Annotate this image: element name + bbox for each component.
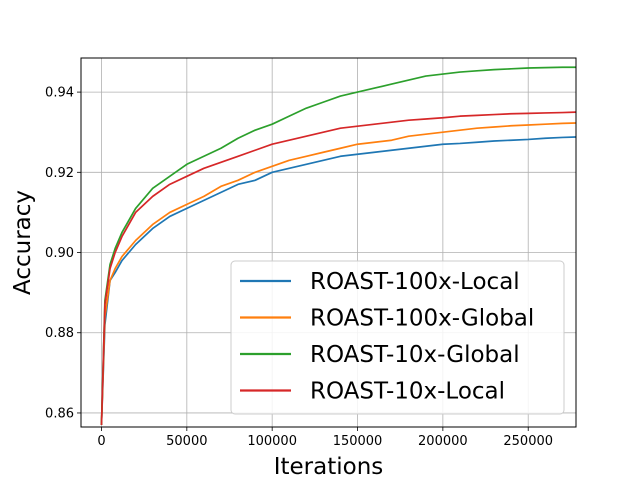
y-tick-label: 0.94 — [45, 86, 74, 101]
legend-label: ROAST-100x-Local — [310, 269, 520, 295]
x-tick-label: 100000 — [247, 434, 297, 449]
legend: ROAST-100x-Local ROAST-100x-Global ROAST-1… — [230, 260, 565, 415]
series-line-roast-100x-local — [100, 136, 576, 426]
x-tick-label: 150000 — [333, 434, 383, 449]
y-tick-label: 0.92 — [45, 166, 74, 181]
series-line-roast-10x-local — [100, 111, 576, 426]
x-tick-label: 0 — [97, 434, 105, 449]
y-axis-ticks: 0.86 0.88 0.90 0.92 0.94 — [45, 86, 81, 421]
y-tick-label: 0.88 — [45, 326, 74, 341]
legend-label: ROAST-10x-Local — [310, 379, 505, 405]
y-tick-label: 0.86 — [45, 406, 74, 421]
plot-area-frame — [80, 57, 577, 428]
x-tick-label: 250000 — [503, 434, 553, 449]
legend-label: ROAST-100x-Global — [310, 306, 534, 332]
series-line-roast-10x-global — [100, 66, 576, 426]
x-tick-label: 50000 — [166, 434, 207, 449]
y-axis-label: Accuracy — [10, 190, 36, 295]
x-tick-label: 200000 — [418, 434, 468, 449]
legend-label: ROAST-10x-Global — [310, 342, 520, 368]
series-layer — [100, 66, 576, 426]
grid-lines — [81, 58, 576, 427]
y-tick-label: 0.90 — [45, 246, 74, 261]
series-line-roast-100x-global — [100, 122, 576, 426]
x-axis-ticks: 0 50000 100000 150000 200000 250000 — [97, 427, 553, 449]
x-axis-label: Iterations — [274, 454, 384, 480]
legend-box — [230, 260, 565, 415]
